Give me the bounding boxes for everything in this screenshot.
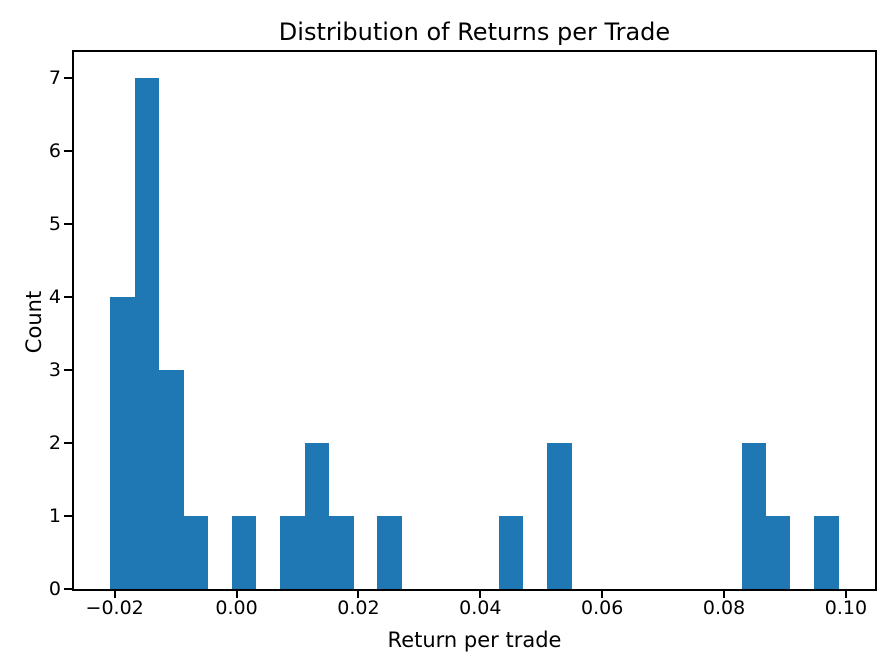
plot-frame bbox=[72, 50, 877, 591]
histogram-bar bbox=[280, 515, 305, 589]
y-tick-label: 6 bbox=[48, 139, 61, 162]
histogram-bar bbox=[328, 515, 354, 589]
y-tick-label: 3 bbox=[48, 358, 61, 381]
histogram-bar bbox=[134, 77, 160, 589]
y-tick-label: 7 bbox=[48, 66, 61, 89]
x-tick-mark bbox=[113, 591, 116, 598]
y-tick-mark bbox=[64, 149, 72, 152]
histogram-bar bbox=[814, 515, 839, 589]
y-tick-mark bbox=[64, 588, 72, 590]
y-tick-mark bbox=[64, 441, 72, 444]
histogram-bar bbox=[498, 515, 524, 589]
y-tick-mark bbox=[64, 76, 72, 79]
y-tick-mark bbox=[64, 222, 72, 225]
x-tick-mark bbox=[479, 591, 482, 598]
histogram-bar bbox=[377, 515, 403, 589]
histogram-bar bbox=[231, 515, 257, 589]
x-tick-label: 0.10 bbox=[824, 597, 868, 619]
y-axis-label: Count bbox=[22, 290, 46, 354]
y-tick-label: 2 bbox=[48, 431, 61, 454]
y-tick-mark bbox=[64, 514, 72, 517]
x-axis-label: Return per trade bbox=[387, 628, 562, 652]
x-tick-label: 0.04 bbox=[459, 597, 502, 619]
x-tick-mark bbox=[844, 591, 847, 598]
histogram-bar bbox=[304, 442, 330, 589]
histogram-bar bbox=[765, 515, 791, 589]
x-tick-mark bbox=[601, 591, 604, 598]
x-tick-mark bbox=[357, 591, 360, 598]
x-tick-mark bbox=[235, 591, 238, 598]
y-tick-label: 1 bbox=[48, 504, 61, 527]
histogram-bar bbox=[741, 442, 767, 589]
histogram-bar bbox=[158, 369, 184, 589]
y-tick-mark bbox=[64, 368, 72, 371]
x-tick-label: −0.02 bbox=[85, 597, 144, 619]
y-tick-label: 0 bbox=[48, 578, 61, 600]
histogram-bar bbox=[547, 442, 572, 589]
y-tick-label: 5 bbox=[48, 212, 61, 235]
histogram-bar bbox=[183, 515, 208, 589]
histogram-bar bbox=[110, 296, 136, 589]
y-tick-mark bbox=[64, 295, 72, 298]
x-tick-label: 0.08 bbox=[702, 597, 746, 619]
x-tick-mark bbox=[723, 591, 726, 598]
chart-title: Distribution of Returns per Trade bbox=[278, 18, 671, 46]
x-tick-label: 0.02 bbox=[337, 597, 380, 619]
x-tick-label: 0.00 bbox=[215, 597, 258, 619]
y-tick-label: 4 bbox=[48, 285, 61, 308]
x-tick-label: 0.06 bbox=[581, 597, 624, 619]
